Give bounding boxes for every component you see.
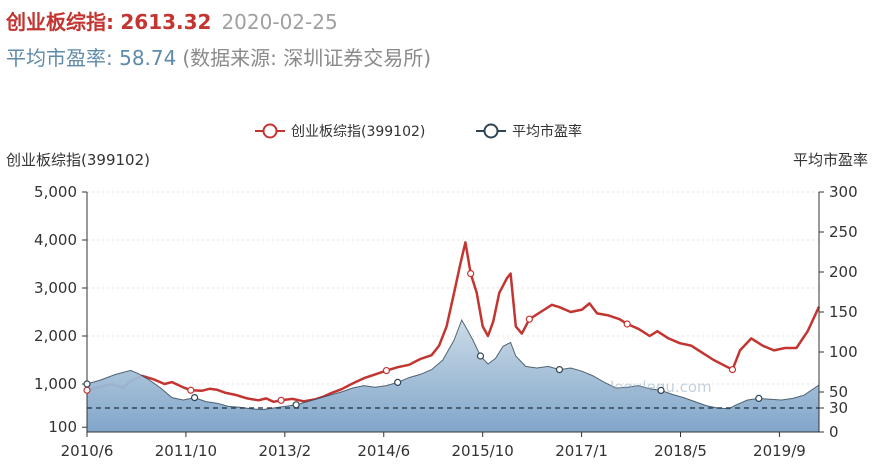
- legend: 创业板综指(399102) 平均市盈率: [255, 123, 582, 140]
- y-right-tick-label: 30: [829, 399, 848, 417]
- x-tick-label: 2017/1: [555, 442, 608, 460]
- header-index-line: 创业板综指: 2613.32 2020-02-25: [6, 6, 338, 35]
- pe-line: [86, 318, 820, 411]
- pe-point: [555, 366, 564, 374]
- y-right-tick-label: 150: [829, 303, 858, 321]
- index-point: [187, 386, 195, 394]
- y-left-tick-label: 1,000: [34, 375, 77, 393]
- legend-item-index[interactable]: 创业板综指(399102): [255, 123, 425, 140]
- data-source: (数据来源: 深圳证券交易所): [182, 46, 432, 70]
- index-date: 2020-02-25: [221, 10, 338, 34]
- y-left-tick-label: 3,000: [34, 279, 77, 297]
- pe-value: 58.74: [119, 46, 177, 70]
- y-right-tick-label: 50: [829, 383, 848, 401]
- y-left-tick-label: 4,000: [34, 231, 77, 249]
- legend-marker-pe: [483, 123, 499, 139]
- index-point: [525, 315, 533, 323]
- index-name-label: 创业板综指:: [6, 10, 114, 34]
- index-point: [467, 270, 475, 278]
- pe-point: [190, 394, 199, 402]
- y-left-tick-label: 2,000: [34, 327, 77, 345]
- pe-point: [394, 378, 402, 386]
- pe-point: [657, 386, 665, 394]
- series-layer: [86, 241, 821, 432]
- x-tick-label: 2011/10: [155, 442, 217, 460]
- index-point: [623, 320, 631, 328]
- x-tick-label: 2018/5: [654, 442, 707, 460]
- pe-point: [292, 401, 300, 409]
- pe-point: [755, 394, 763, 402]
- pe-point: [83, 380, 91, 388]
- pe-point: [476, 352, 485, 360]
- y-right-axis-title: 平均市盈率: [793, 151, 868, 169]
- y-left-tick-label: 100: [48, 418, 77, 436]
- legend-label-pe: 平均市盈率: [512, 123, 582, 140]
- pe-label: 平均市盈率:: [6, 46, 113, 70]
- legend-label-index: 创业板综指(399102): [291, 124, 425, 140]
- y-right-tick-label: 200: [829, 263, 858, 281]
- y-right-tick-label: 0: [829, 423, 839, 441]
- y-left-tick-label: 5,000: [34, 183, 77, 201]
- series-markers: [83, 270, 763, 409]
- index-line: [86, 241, 821, 404]
- y-right-tick-label: 250: [829, 223, 858, 241]
- x-tick-label: 2015/10: [452, 442, 514, 460]
- index-point: [382, 366, 391, 375]
- index-value: 2613.32: [120, 10, 212, 34]
- legend-marker-index: [262, 123, 278, 139]
- index-point: [83, 386, 91, 394]
- header-pe-line: 平均市盈率: 58.74 (数据来源: 深圳证券交易所): [6, 42, 431, 71]
- index-point: [277, 396, 285, 404]
- legend-item-pe[interactable]: 平均市盈率: [476, 123, 582, 140]
- x-tick-label: 2019/9: [753, 442, 806, 460]
- pe-area: [87, 320, 819, 432]
- x-tick-label: 2014/6: [357, 442, 410, 460]
- y-left-axis-title: 创业板综指(399102): [6, 151, 150, 169]
- x-tick-label: 2013/2: [258, 442, 311, 460]
- index-point: [728, 366, 737, 374]
- x-tick-label: 2010/6: [61, 442, 114, 460]
- y-right-tick-label: 300: [829, 183, 858, 201]
- y-right-tick-label: 100: [829, 343, 858, 361]
